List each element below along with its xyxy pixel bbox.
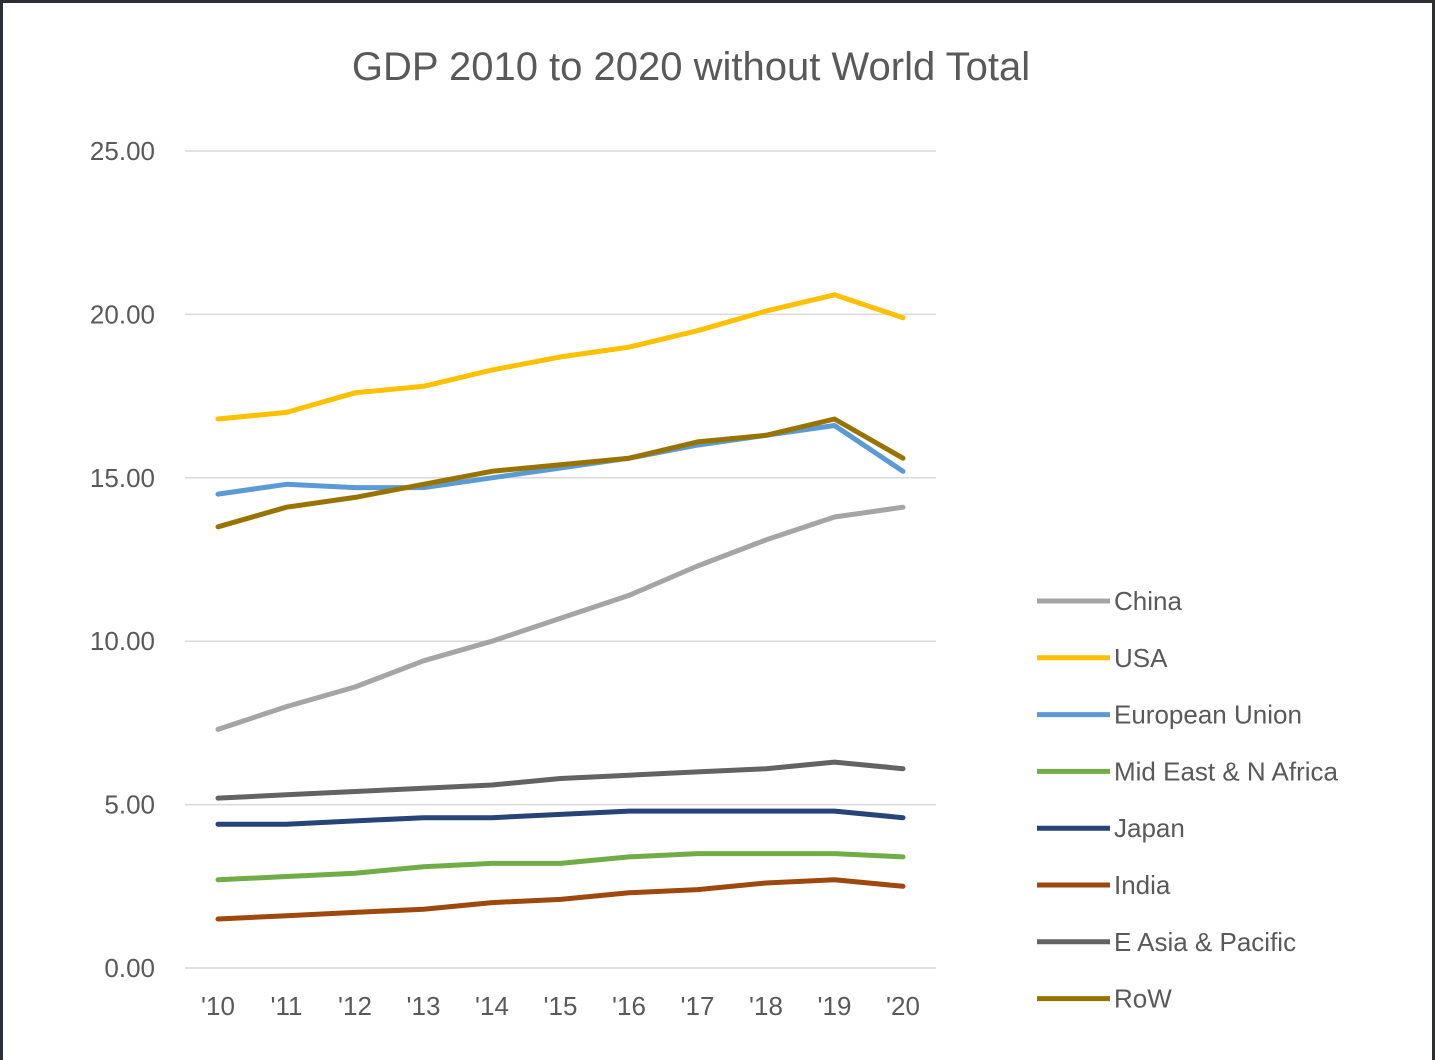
legend-label: USA	[1114, 643, 1168, 673]
legend-label: European Union	[1114, 700, 1302, 730]
x-tick-label: '14	[475, 991, 509, 1021]
y-tick-label: 0.00	[104, 953, 155, 983]
x-tick-label: '20	[886, 991, 920, 1021]
legend-item-e-asia-pacific: E Asia & Pacific	[1037, 927, 1296, 957]
legend-item-china: China	[1037, 586, 1182, 616]
y-tick-label: 5.00	[104, 790, 155, 820]
series-line-india	[215, 877, 906, 922]
x-tick-label: '16	[612, 991, 646, 1021]
x-tick-label: '13	[407, 991, 441, 1021]
legend-item-india: India	[1037, 870, 1171, 900]
series-line-e-asia-pacific	[215, 759, 906, 801]
legend-item-usa: USA	[1037, 643, 1168, 673]
x-tick-label: '17	[681, 991, 715, 1021]
legend-label: China	[1114, 586, 1182, 616]
x-tick-label: '12	[338, 991, 372, 1021]
legend-item-row: RoW	[1037, 984, 1172, 1014]
x-tick-label: '18	[749, 991, 783, 1021]
chart-frame: GDP 2010 to 2020 without World Total 0.0…	[3, 3, 1432, 1060]
gridlines	[185, 150, 936, 969]
legend-item-japan: Japan	[1037, 813, 1185, 843]
y-tick-label: 20.00	[90, 299, 155, 329]
legend: China USA European Union Mid East & N Afric…	[1037, 586, 1338, 1014]
series-line-row	[215, 416, 906, 530]
x-axis-ticks: '10 '11 '12 '13 '14 '15 '16 '17 '18 '19 '20	[201, 991, 920, 1021]
legend-label: Japan	[1114, 813, 1185, 843]
series-line-china	[215, 504, 906, 732]
line-chart: GDP 2010 to 2020 without World Total 0.0…	[90, 45, 1339, 1021]
series-lines	[215, 292, 906, 922]
series-line-usa	[215, 292, 906, 422]
x-tick-label: '11	[271, 991, 303, 1021]
legend-item-european-union: European Union	[1037, 700, 1302, 730]
y-tick-label: 10.00	[90, 626, 155, 656]
x-tick-label: '10	[201, 991, 235, 1021]
legend-label: E Asia & Pacific	[1114, 927, 1296, 957]
series-line-european-union	[215, 423, 906, 497]
chart-title: GDP 2010 to 2020 without World Total	[352, 45, 1030, 89]
legend-label: Mid East & N Africa	[1114, 756, 1338, 786]
legend-label: RoW	[1114, 984, 1172, 1014]
legend-item-mid-east-n-africa: Mid East & N Africa	[1037, 756, 1338, 786]
x-tick-label: '19	[818, 991, 852, 1021]
x-tick-label: '15	[544, 991, 578, 1021]
y-tick-label: 25.00	[90, 136, 155, 166]
y-tick-label: 15.00	[90, 463, 155, 493]
series-line-mid-east-n-africa	[215, 851, 906, 883]
series-line-japan	[215, 808, 906, 827]
legend-label: India	[1114, 870, 1171, 900]
y-axis-ticks: 0.00 5.00 10.00 15.00 20.00 25.00	[90, 136, 155, 983]
